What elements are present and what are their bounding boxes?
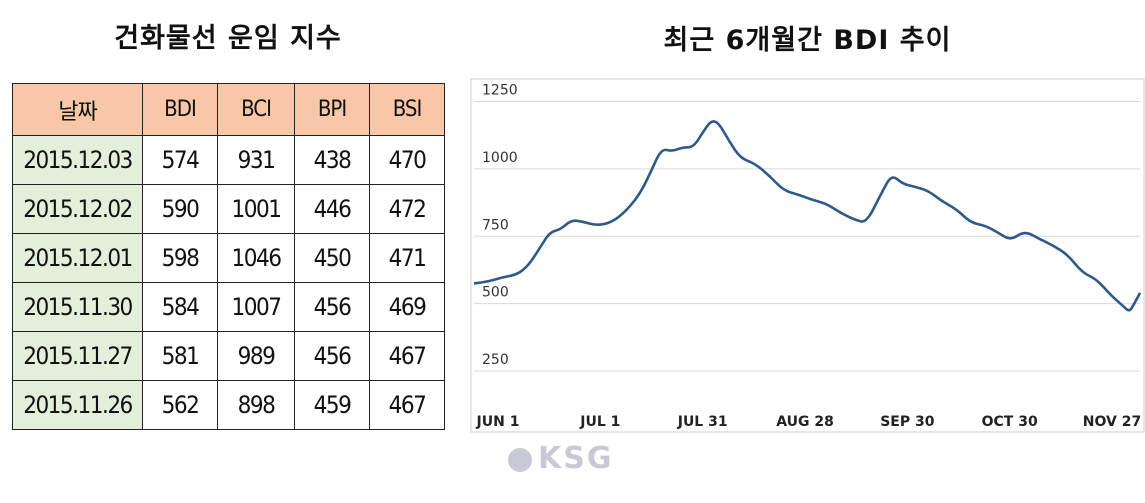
cell-bci: 931 [217,135,295,185]
x-tick-label: OCT 30 [982,414,1038,430]
cell-bdi: 574 [142,135,218,185]
table-row: 2015.11.27 581 989 456 467 [12,331,445,381]
header-bdi: BDI [142,83,218,136]
ksg-logo-mark [508,448,532,472]
cell-bci: 898 [217,380,295,430]
cell-bci: 989 [217,331,295,381]
cell-bsi: 471 [369,233,445,283]
ksg-logo-text: KSG [538,441,614,476]
header-bpi: BPI [294,83,370,136]
cell-date: 2015.12.02 [12,184,143,234]
ksg-logo: KSG [508,441,613,476]
table-row: 2015.12.03 574 931 438 470 [12,135,445,185]
x-tick-label: JUN 1 [476,414,520,430]
y-tick-label: 750 [482,217,509,233]
cell-bpi: 446 [294,184,370,234]
cell-date: 2015.11.27 [12,331,143,381]
x-tick-label: JUL 1 [579,414,620,430]
cell-bdi: 598 [142,233,218,283]
cell-bci: 1001 [217,184,295,234]
cell-bdi: 590 [142,184,218,234]
cell-bsi: 467 [369,331,445,381]
table-header-row: 날짜 BDI BCI BPI BSI [12,83,445,136]
cell-bsi: 469 [369,282,445,332]
table-title: 건화물선 운임 지수 [114,23,342,54]
table-row: 2015.11.26 562 898 459 467 [12,380,445,430]
bdi-chart-area: 250 500 750 1000 1250 JUN 1 JUL 1 JUL 31 AUG 28 S… [470,78,1145,433]
cell-date: 2015.11.26 [12,380,143,430]
chart-frame [470,78,1145,433]
header-date: 날짜 [12,83,143,136]
header-bci: BCI [217,83,295,136]
cell-bsi: 467 [369,380,445,430]
chart-title: 최근 6개월간 BDI 추이 [663,25,952,56]
cell-bci: 1046 [217,233,295,283]
cell-bpi: 459 [294,380,370,430]
cell-bsi: 472 [369,184,445,234]
freight-index-table: 날짜 BDI BCI BPI BSI 2015.12.03 574 931 43… [12,83,445,430]
cell-date: 2015.12.03 [12,135,143,185]
y-tick-label: 1000 [482,150,518,166]
cell-bpi: 438 [294,135,370,185]
y-tick-label: 250 [482,352,509,368]
x-tick-label: NOV 27 [1083,414,1141,430]
cell-bpi: 456 [294,331,370,381]
header-bsi: BSI [369,83,445,136]
bdi-line-chart: 250 500 750 1000 1250 JUN 1 JUL 1 JUL 31 AUG 28 S… [470,78,1145,433]
table-row: 2015.12.02 590 1001 446 472 [12,184,445,234]
x-tick-label: AUG 28 [776,414,834,430]
cell-date: 2015.11.30 [12,282,143,332]
x-tick-label: SEP 30 [880,414,935,430]
cell-bdi: 562 [142,380,218,430]
table-row: 2015.11.30 584 1007 456 469 [12,282,445,332]
cell-bci: 1007 [217,282,295,332]
x-tick-label: JUL 31 [677,414,728,430]
y-tick-label: 1250 [482,82,518,98]
cell-bsi: 470 [369,135,445,185]
bdi-series-line [473,120,1142,312]
table-row: 2015.12.01 598 1046 450 471 [12,233,445,283]
cell-date: 2015.12.01 [12,233,143,283]
cell-bdi: 581 [142,331,218,381]
cell-bdi: 584 [142,282,218,332]
y-tick-label: 500 [482,285,509,301]
cell-bpi: 450 [294,233,370,283]
cell-bpi: 456 [294,282,370,332]
